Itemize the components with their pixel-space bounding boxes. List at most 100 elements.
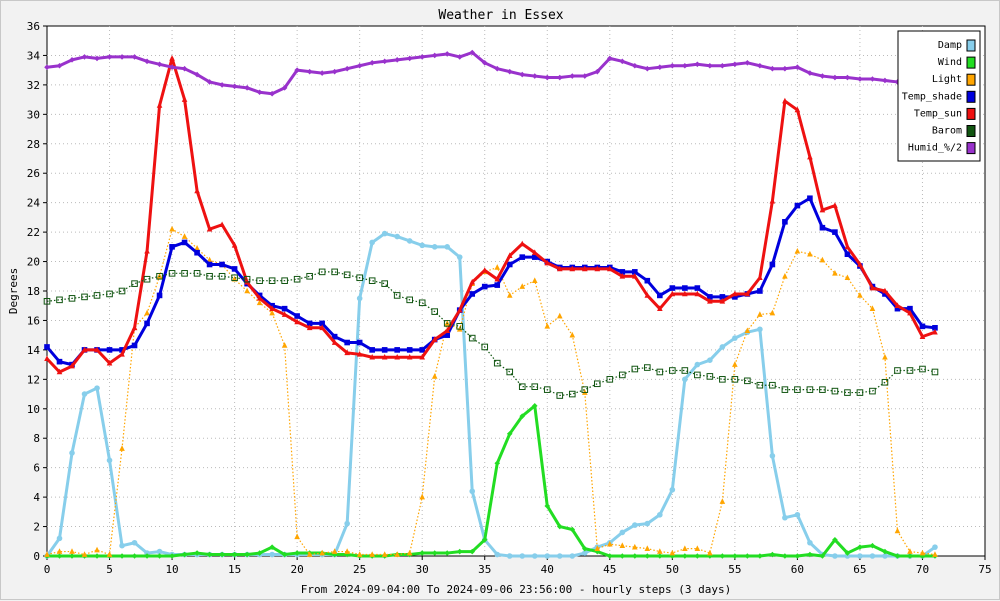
data-point-wind (56, 553, 63, 559)
data-point-temp-sun (669, 290, 676, 297)
data-point-barom (331, 268, 338, 276)
data-point-humid-2 (644, 65, 651, 72)
series-group (43, 49, 939, 559)
data-point-temp-shade (932, 325, 938, 331)
data-point-temp-sun (569, 265, 576, 272)
data-point-temp-shade (682, 285, 688, 291)
data-point-humid-2 (419, 54, 425, 60)
data-point-light (206, 256, 213, 263)
y-tick-label: 36 (27, 20, 40, 33)
data-point-temp-sun (819, 206, 826, 213)
data-point-temp-sun (857, 261, 863, 267)
data-point-barom (881, 378, 889, 386)
data-point-humid-2 (369, 60, 375, 66)
data-point-temp-sun (81, 346, 88, 353)
data-point-light (919, 549, 926, 556)
data-point-light (169, 225, 175, 232)
data-point-damp (119, 542, 125, 549)
data-point-damp (81, 391, 88, 397)
data-point-light (394, 551, 400, 557)
data-point-light (144, 309, 150, 316)
data-point-light (632, 543, 638, 550)
data-point-temp-sun (744, 290, 751, 297)
data-point-damp (807, 539, 813, 546)
data-point-damp (544, 553, 551, 559)
data-point-wind (269, 544, 275, 550)
data-point-damp (494, 551, 501, 558)
data-point-light (782, 272, 788, 279)
data-point-temp-sun (44, 355, 50, 362)
x-tick-label: 30 (416, 563, 429, 576)
legend-label: Light (932, 74, 962, 85)
data-point-damp (619, 529, 626, 536)
data-point-wind (769, 551, 776, 558)
series-temp-sun (44, 55, 938, 375)
legend-label: Humid_%/2 (908, 143, 962, 154)
data-point-damp (782, 514, 788, 521)
data-point-temp-shade (519, 254, 526, 260)
data-point-damp (719, 344, 726, 350)
data-point-barom (794, 386, 801, 393)
data-point-barom (844, 389, 851, 396)
data-point-damp (106, 457, 113, 464)
data-point-barom (744, 377, 751, 385)
data-point-temp-shade (281, 305, 288, 312)
data-point-humid-2 (119, 54, 125, 60)
data-point-light (119, 445, 125, 451)
chart-title: Weather in Essex (438, 8, 563, 23)
data-point-damp (419, 242, 426, 249)
data-point-barom (431, 308, 439, 315)
data-point-barom (368, 277, 376, 284)
data-point-temp-shade (156, 292, 163, 299)
data-point-wind (657, 553, 663, 559)
data-point-damp (857, 553, 863, 559)
data-point-temp-shade (406, 347, 413, 353)
data-point-wind (807, 551, 813, 558)
data-point-damp (531, 553, 538, 559)
data-point-temp-shade (356, 339, 363, 346)
data-point-barom (894, 367, 901, 374)
data-point-barom (919, 365, 926, 373)
y-tick-label: 18 (27, 285, 40, 298)
data-point-barom (193, 270, 201, 277)
data-point-barom (781, 386, 789, 393)
data-point-humid-2 (306, 68, 313, 75)
data-point-light (669, 549, 676, 556)
data-point-wind (857, 544, 863, 550)
data-point-temp-shade (819, 224, 826, 231)
data-point-wind (556, 523, 563, 530)
data-point-light (531, 277, 538, 283)
data-point-temp-shade (757, 288, 763, 294)
data-point-damp (832, 553, 838, 559)
data-point-wind (506, 431, 513, 437)
data-point-temp-sun (169, 55, 175, 61)
data-point-temp-shade (331, 333, 338, 340)
data-point-barom (819, 386, 826, 393)
data-point-temp-sun (594, 265, 601, 272)
series-line-light (46, 228, 936, 556)
data-point-barom (356, 274, 363, 282)
data-point-humid-2 (81, 54, 88, 60)
data-point-light (556, 312, 563, 319)
x-tick-label: 25 (353, 563, 366, 576)
data-point-temp-sun (256, 295, 263, 301)
legend-box (897, 30, 981, 162)
data-point-light (419, 493, 425, 500)
data-point-temp-sun (94, 346, 100, 353)
data-point-damp (844, 553, 851, 559)
data-point-light (619, 542, 626, 548)
data-point-wind (169, 553, 175, 559)
data-point-humid-2 (744, 60, 751, 66)
data-point-damp (732, 335, 738, 341)
data-point-humid-2 (344, 65, 350, 72)
data-point-humid-2 (494, 65, 501, 72)
legend-swatch (966, 39, 976, 52)
data-point-light (519, 283, 526, 289)
data-point-damp (682, 376, 688, 383)
data-point-temp-shade (206, 261, 213, 268)
data-point-wind (431, 550, 438, 556)
data-point-damp (394, 233, 400, 240)
data-point-barom (81, 293, 88, 301)
data-point-wind (281, 551, 288, 558)
